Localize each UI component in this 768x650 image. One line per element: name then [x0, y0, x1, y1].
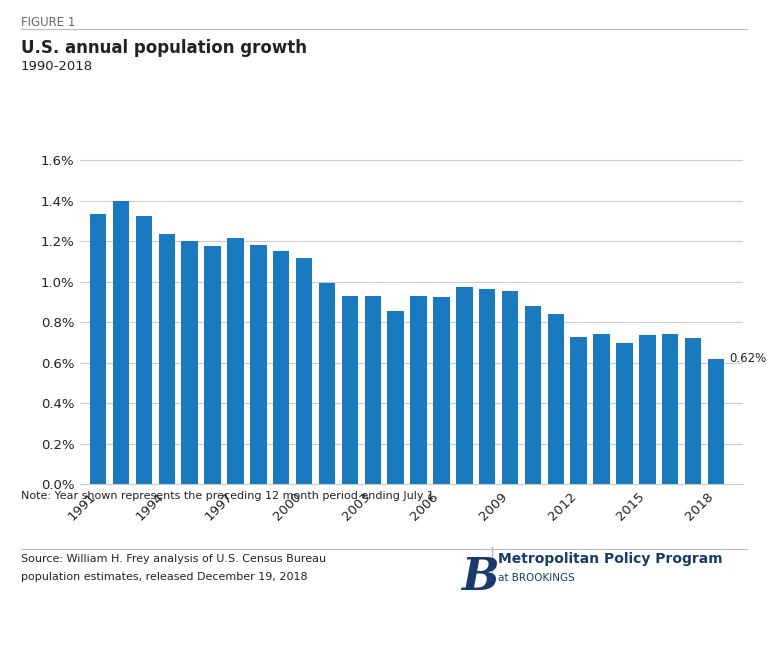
Bar — [456, 287, 472, 484]
Bar — [136, 216, 152, 484]
Bar — [387, 311, 404, 484]
Bar — [525, 306, 541, 484]
Bar — [227, 238, 243, 484]
Bar — [90, 214, 107, 484]
Bar — [433, 296, 449, 484]
Text: at BROOKINGS: at BROOKINGS — [498, 573, 574, 583]
Bar — [319, 283, 335, 484]
Text: Metropolitan Policy Program: Metropolitan Policy Program — [498, 552, 722, 567]
Bar — [571, 337, 587, 484]
Bar — [662, 334, 678, 484]
Bar — [158, 234, 175, 484]
Bar — [365, 296, 381, 484]
Bar — [296, 258, 313, 484]
Text: population estimates, released December 19, 2018: population estimates, released December … — [21, 572, 307, 582]
Bar — [113, 202, 129, 484]
Text: 1990-2018: 1990-2018 — [21, 60, 93, 73]
Bar — [594, 334, 610, 484]
Bar — [342, 296, 358, 484]
Bar — [708, 359, 724, 484]
Bar — [548, 313, 564, 484]
Bar — [502, 291, 518, 484]
Bar — [685, 338, 701, 484]
Text: FIGURE 1: FIGURE 1 — [21, 16, 75, 29]
Bar — [410, 296, 427, 484]
Bar — [616, 343, 633, 484]
Text: Source: William H. Frey analysis of U.S. Census Bureau: Source: William H. Frey analysis of U.S.… — [21, 554, 326, 564]
Bar — [639, 335, 656, 484]
Bar — [181, 240, 198, 484]
Text: Note: Year shown represents the preceding 12 month period ending July 1.: Note: Year shown represents the precedin… — [21, 491, 437, 500]
Text: U.S. annual population growth: U.S. annual population growth — [21, 39, 306, 57]
Bar — [204, 246, 221, 484]
Bar — [273, 251, 290, 484]
Bar — [250, 245, 266, 484]
Text: B: B — [461, 556, 498, 599]
Text: 0.62%: 0.62% — [730, 352, 767, 365]
Bar — [479, 289, 495, 484]
